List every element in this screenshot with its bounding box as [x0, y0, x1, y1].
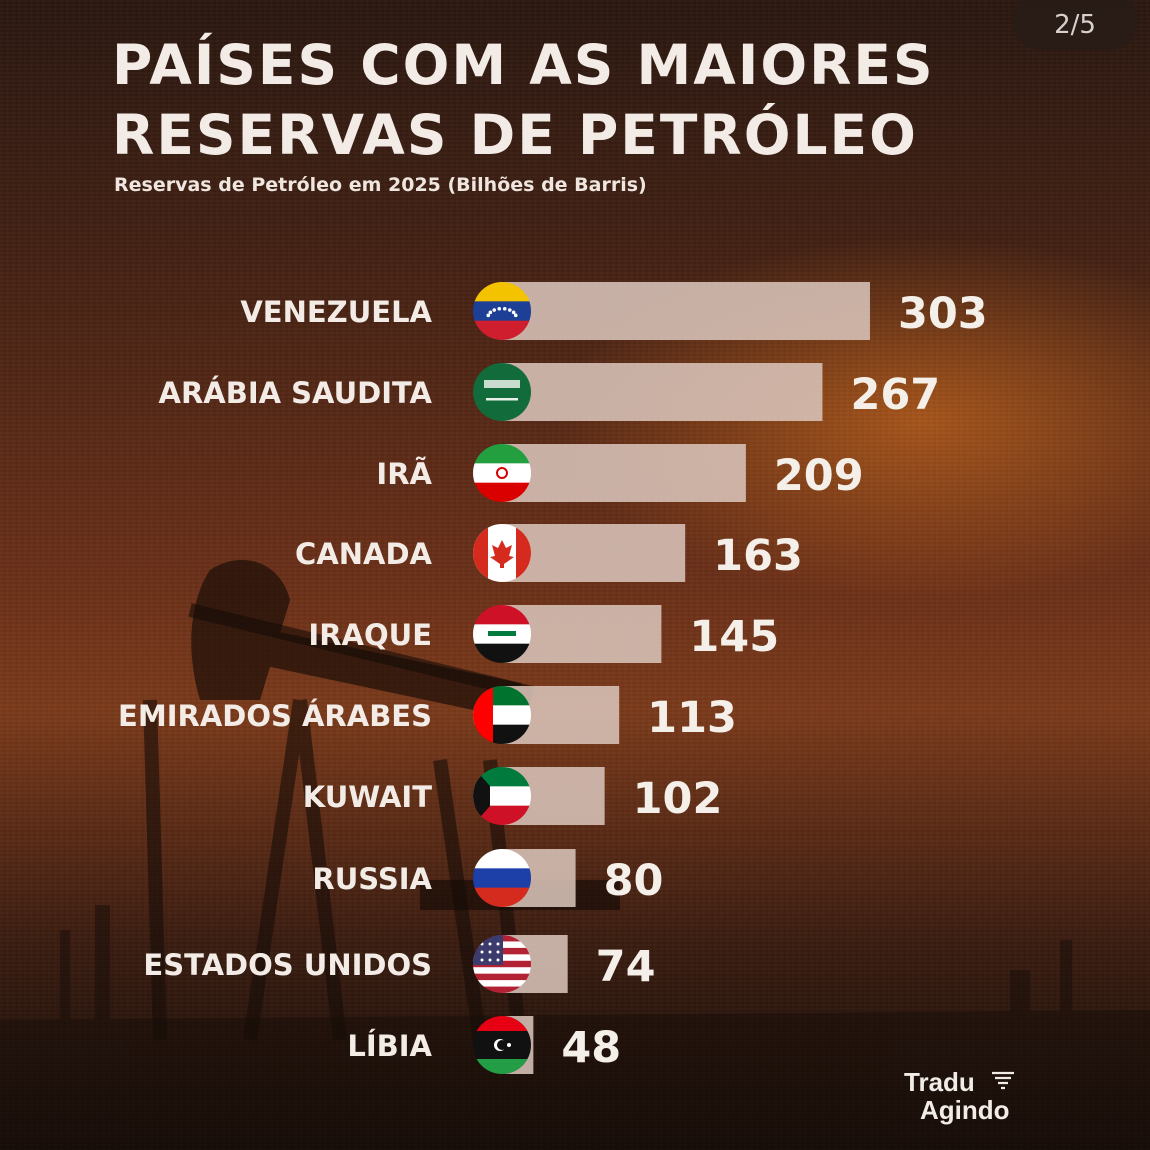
- title-line-1: PAÍSES COM AS MAIORES: [112, 33, 935, 97]
- category-label: ESTADOS UNIDOS: [143, 948, 432, 982]
- value-label: 113: [647, 693, 737, 743]
- bar-row: LÍBIA 48: [347, 1016, 621, 1074]
- bar-row: EMIRADOS ÁRABES 113: [118, 686, 737, 744]
- value-label: 209: [774, 451, 864, 501]
- value-label: 80: [604, 856, 664, 906]
- bar: [500, 444, 746, 502]
- value-label: 102: [633, 774, 723, 824]
- bar-row: RUSSIA 80: [312, 849, 664, 907]
- saudi-arabia-flag-icon: [473, 363, 531, 421]
- kuwait-flag-icon: [473, 767, 531, 825]
- category-label: KUWAIT: [303, 780, 432, 814]
- iraq-flag-icon: [473, 605, 531, 663]
- value-label: 74: [596, 942, 656, 992]
- bar-row: ARÁBIA SAUDITA 267: [159, 363, 940, 421]
- iran-flag-icon: [473, 444, 531, 502]
- category-label: ARÁBIA SAUDITA: [159, 376, 433, 410]
- bar: [500, 282, 870, 340]
- uae-flag-icon: [473, 686, 531, 744]
- bar-row: IRAQUE 145: [308, 605, 779, 663]
- libya-flag-icon: [473, 1016, 531, 1074]
- bar-row: KUWAIT 102: [303, 767, 723, 825]
- page-counter: 2/5: [1012, 0, 1138, 50]
- category-label: LÍBIA: [347, 1029, 432, 1063]
- value-label: 145: [689, 612, 779, 662]
- bar-row: VENEZUELA 303: [240, 282, 988, 340]
- brand-line-1: Tradu: [904, 1067, 975, 1097]
- category-label: IRAQUE: [308, 618, 432, 652]
- value-label: 267: [850, 370, 940, 420]
- bar: [500, 363, 823, 421]
- value-label: 48: [561, 1023, 621, 1073]
- page-title: PAÍSES COM AS MAIORES RESERVAS DE PETRÓL…: [112, 30, 1012, 170]
- russia-flag-icon: [473, 849, 531, 907]
- title-line-2: RESERVAS DE PETRÓLEO: [112, 103, 918, 167]
- venezuela-flag-icon: [473, 282, 531, 340]
- category-label: CANADA: [295, 537, 433, 571]
- brand-logo: Tradu Agindo: [904, 1067, 1014, 1125]
- value-label: 163: [713, 531, 803, 581]
- category-label: EMIRADOS ÁRABES: [118, 699, 432, 733]
- brand-icon: [992, 1071, 1014, 1090]
- brand-line-2: Agindo: [920, 1095, 1010, 1125]
- category-label: RUSSIA: [312, 862, 432, 896]
- value-label: 303: [898, 289, 988, 339]
- bar-row: IRÃ 209: [376, 444, 864, 502]
- canada-flag-icon: [473, 524, 531, 582]
- bar-row: CANADA 163: [295, 524, 803, 582]
- category-label: IRÃ: [376, 457, 432, 491]
- category-label: VENEZUELA: [240, 295, 432, 329]
- bar-row: ESTADOS UNIDOS 74: [143, 935, 656, 993]
- chart-subtitle: Reservas de Petróleo em 2025 (Bilhões de…: [114, 174, 647, 196]
